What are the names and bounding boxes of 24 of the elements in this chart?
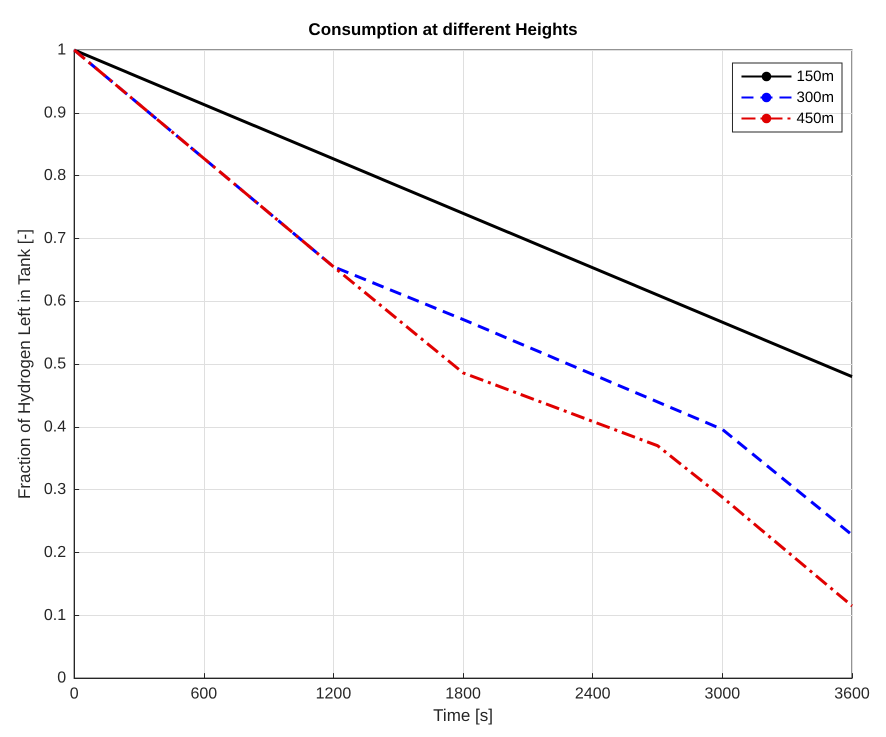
legend-label: 450m <box>796 110 834 127</box>
y-tick-label: 0.1 <box>44 606 66 624</box>
y-tick-label: 0.6 <box>44 292 66 310</box>
x-tick-label: 1800 <box>445 686 481 703</box>
x-tick-label: 1200 <box>316 686 352 703</box>
y-tick-label: 0.9 <box>44 104 66 122</box>
y-tick-label: 0.2 <box>44 544 66 561</box>
y-tick-label: 1 <box>57 42 66 58</box>
x-tick-label: 0 <box>70 686 79 703</box>
x-tick-label: 600 <box>190 686 218 703</box>
y-tick-label: 0.5 <box>44 356 66 373</box>
x-tick-label: 2400 <box>574 686 611 703</box>
y-tick-label: 0.8 <box>44 167 66 184</box>
legend-label: 150m <box>796 68 834 85</box>
y-tick-label: 0 <box>57 670 66 687</box>
y-tick-label: 0.4 <box>44 418 66 436</box>
x-tick-label: 3600 <box>834 686 870 703</box>
legend-label: 300m <box>796 89 834 106</box>
x-tick-label: 3000 <box>704 686 740 703</box>
y-tick-label: 0.7 <box>44 230 66 247</box>
y-tick-label: 0.3 <box>44 481 66 498</box>
chart-title: Consumption at different Heights <box>308 20 578 39</box>
y-axis-title: Fraction of Hydrogen Left in Tank [-] <box>15 229 34 500</box>
x-axis-title: Time [s] <box>433 706 493 725</box>
